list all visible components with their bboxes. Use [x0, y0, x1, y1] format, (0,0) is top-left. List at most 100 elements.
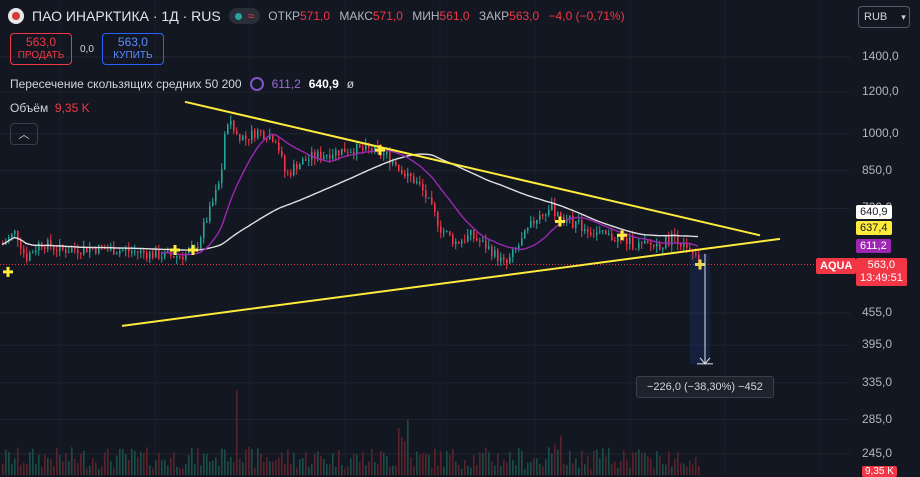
volume-value: 9,35 K: [54, 101, 90, 115]
volume-bar: [113, 467, 115, 475]
candle-body: [98, 245, 100, 254]
volume-bar: [173, 452, 175, 475]
volume-bar: [422, 453, 424, 475]
candle-body: [230, 120, 232, 125]
candle-body: [506, 259, 508, 264]
candle-body: [50, 239, 52, 247]
volume-bar: [497, 453, 499, 475]
candle-body: [260, 130, 262, 132]
volume-bar: [383, 452, 385, 475]
candle-body: [581, 219, 583, 232]
volume-bar: [500, 466, 502, 475]
volume-bar: [599, 457, 601, 475]
volume-bar: [80, 453, 82, 475]
candle-body: [617, 236, 619, 242]
candle-body: [386, 152, 388, 154]
currency-select[interactable]: RUB ▾: [858, 6, 910, 28]
candle-body: [92, 247, 94, 249]
volume-bar: [494, 465, 496, 475]
volume-bar: [233, 462, 235, 475]
volume-bar: [446, 451, 448, 475]
volume-bar: [254, 467, 256, 475]
trendline: [184, 100, 761, 237]
candle-body: [56, 250, 58, 252]
volume-bar: [389, 466, 391, 475]
candle-body: [239, 133, 241, 141]
volume-bar: [347, 466, 349, 475]
candle-body: [635, 248, 637, 250]
volume-bar: [650, 458, 652, 475]
candle-body: [443, 231, 445, 233]
candle-body: [266, 138, 268, 140]
volume-bar: [110, 461, 112, 475]
candle-body: [320, 151, 322, 159]
symbol-title[interactable]: ПАО ИНАРКТИКА · 1Д · RUS: [32, 8, 221, 24]
ma-cross-legend[interactable]: Пересечение скользящих средних 50 200 61…: [10, 77, 354, 91]
volume-bar: [77, 463, 79, 475]
volume-bar: [680, 463, 682, 475]
volume-bar: [296, 467, 298, 475]
ma-cross-marker: [375, 145, 385, 156]
candle-body: [350, 151, 352, 153]
y-tick-label: 1000,0: [862, 125, 899, 140]
volume-bar: [200, 465, 202, 475]
measure-range: [690, 253, 710, 364]
volume-bar: [407, 419, 409, 475]
candle-body: [425, 190, 427, 199]
collapse-legend-button[interactable]: ︿: [10, 123, 38, 145]
volume-label: Объём: [10, 101, 49, 115]
candle-body: [692, 250, 694, 254]
sell-button[interactable]: 563,0 ПРОДАТЬ: [10, 33, 72, 65]
volume-bar: [197, 447, 199, 475]
volume-bar: [305, 451, 307, 475]
y-tick-label: 285,0: [862, 411, 893, 426]
candle-body: [518, 245, 520, 249]
candle-body: [512, 249, 514, 257]
candle-body: [155, 249, 157, 258]
volume-bar: [65, 452, 67, 475]
candle-body: [482, 240, 484, 242]
candle-body: [143, 250, 145, 253]
volume-bar: [572, 463, 574, 475]
volume-bar: [11, 463, 13, 475]
volume-bar: [329, 463, 331, 475]
volume-bar: [14, 458, 16, 475]
volume-bar: [92, 458, 94, 475]
candle-body: [548, 210, 550, 215]
candle-body: [680, 243, 682, 247]
volume-bar: [47, 458, 49, 475]
volume-bar: [239, 458, 241, 475]
candle-body: [596, 232, 598, 235]
market-status-pill[interactable]: ≈: [228, 8, 261, 24]
volume-bar: [263, 461, 265, 475]
volume-bar: [392, 465, 394, 475]
volume-bar: [308, 467, 310, 475]
volume-bar: [434, 448, 436, 475]
volume-bar: [50, 459, 52, 475]
volume-bar: [53, 466, 55, 475]
y-tick-label: 335,0: [862, 374, 893, 389]
volume-bar: [437, 466, 439, 475]
volume-bar: [221, 448, 223, 475]
buy-button[interactable]: 563,0 КУПИТЬ: [101, 33, 164, 65]
volume-bar: [341, 464, 343, 475]
candle-body: [218, 183, 220, 190]
candle-body: [293, 164, 295, 176]
candle-body: [224, 134, 226, 170]
candle-body: [488, 246, 490, 249]
volume-bar: [320, 456, 322, 475]
candle-body: [179, 256, 181, 258]
candle-body: [539, 215, 541, 221]
candle-body: [332, 155, 334, 159]
ma-slow-value: 640,9: [308, 77, 339, 91]
candle-body: [23, 248, 25, 254]
candle-body: [500, 257, 502, 262]
candle-body: [203, 222, 205, 238]
volume-bar: [236, 390, 238, 475]
candle-body: [26, 253, 28, 261]
candle-body: [629, 237, 631, 244]
volume-legend[interactable]: Объём 9,35 K: [10, 101, 90, 115]
candle-body: [491, 246, 493, 257]
candle-body: [182, 256, 184, 260]
